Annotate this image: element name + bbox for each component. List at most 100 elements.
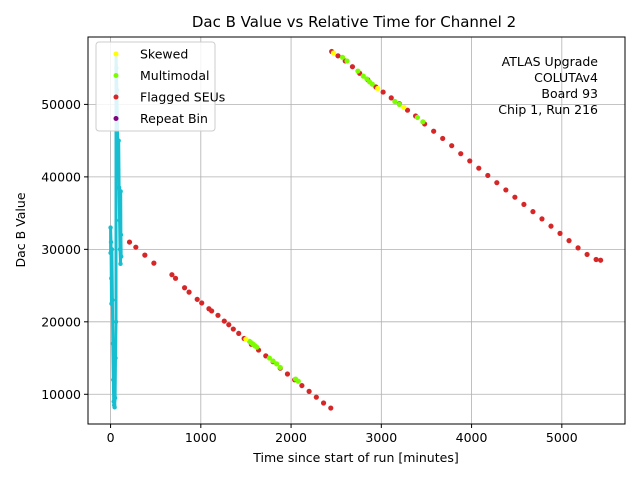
data-point bbox=[112, 405, 117, 410]
data-point bbox=[109, 276, 114, 281]
flagged-point bbox=[396, 101, 402, 107]
plot-frame bbox=[87, 36, 626, 425]
flagged-point bbox=[169, 272, 175, 278]
annotation-line: ATLAS Upgrade bbox=[502, 54, 599, 69]
flagged-point bbox=[142, 252, 148, 258]
flagged-point bbox=[335, 53, 341, 59]
annotation-line: Board 93 bbox=[541, 86, 598, 101]
flagged-point bbox=[133, 244, 139, 250]
x-axis: 0 1000 2000 3000 4000 5000 bbox=[107, 424, 578, 445]
data-point bbox=[112, 395, 118, 401]
flagged-point bbox=[467, 158, 473, 164]
flagged-point bbox=[344, 58, 350, 64]
x-tick-label: 1000 bbox=[185, 430, 217, 445]
flagged-point bbox=[375, 85, 381, 92]
flagged-point bbox=[404, 107, 411, 113]
data-point bbox=[111, 399, 116, 404]
flagged-point bbox=[420, 119, 426, 125]
legend: Skewed Multimodal Flagged SEUs Repeat Bin bbox=[95, 41, 225, 132]
flagged-point bbox=[414, 114, 421, 121]
flagged-point bbox=[360, 73, 366, 79]
data-point bbox=[116, 138, 121, 143]
data-point bbox=[113, 319, 119, 325]
flagged-point bbox=[593, 256, 599, 263]
flagged-point bbox=[299, 382, 305, 389]
legend-marker bbox=[113, 94, 119, 100]
legend-marker bbox=[113, 73, 119, 78]
legend-label: Multimodal bbox=[140, 68, 209, 83]
data-point bbox=[111, 377, 116, 382]
flagged-point bbox=[209, 308, 215, 314]
data-point bbox=[117, 247, 123, 252]
y-tick-label: 40000 bbox=[41, 169, 81, 184]
flagged-point bbox=[313, 394, 319, 400]
legend-label: Flagged SEUs bbox=[140, 90, 225, 105]
flagged-point bbox=[230, 326, 236, 332]
flagged-point bbox=[440, 135, 446, 142]
flagged-point bbox=[254, 344, 260, 350]
flagged-point bbox=[388, 95, 394, 101]
flagged-point bbox=[199, 300, 205, 306]
flagged-point bbox=[221, 318, 227, 324]
flagged-point bbox=[476, 165, 482, 171]
data-points bbox=[108, 48, 604, 411]
x-tick-label: 4000 bbox=[456, 430, 488, 445]
flagged-point bbox=[485, 172, 491, 179]
y-axis-title: Dac B Value bbox=[13, 192, 28, 267]
flagged-point bbox=[494, 180, 500, 186]
flagged-point bbox=[548, 223, 554, 229]
flagged-point bbox=[355, 68, 361, 74]
flagged-point bbox=[503, 187, 509, 193]
flagged-point bbox=[539, 216, 545, 222]
data-point bbox=[108, 250, 113, 256]
flagged-point bbox=[266, 355, 273, 361]
legend-label: Skewed bbox=[140, 47, 188, 62]
x-tick-label: 0 bbox=[107, 430, 115, 445]
data-point bbox=[109, 301, 114, 306]
grid bbox=[88, 37, 625, 424]
flagged-point bbox=[295, 378, 301, 384]
y-tick-label: 10000 bbox=[41, 387, 81, 402]
x-axis-title: Time since start of run [minutes] bbox=[252, 450, 458, 465]
flagged-point bbox=[277, 364, 283, 371]
y-axis: 10000 20000 30000 40000 50000 bbox=[41, 97, 88, 402]
data-point bbox=[113, 355, 118, 361]
flagged-point bbox=[530, 209, 536, 215]
flagged-point bbox=[274, 361, 280, 367]
flagged-point bbox=[369, 81, 375, 87]
flagged-point bbox=[431, 128, 437, 134]
legend-box bbox=[95, 41, 216, 132]
data-point bbox=[118, 189, 123, 194]
flagged-point bbox=[401, 104, 407, 110]
flagged-point bbox=[598, 257, 604, 263]
flagged-point bbox=[339, 54, 346, 60]
chart-title: Dac B Value vs Relative Time for Channel… bbox=[192, 13, 516, 31]
data-point bbox=[119, 254, 124, 259]
flagged-point bbox=[449, 143, 455, 149]
data-point bbox=[110, 341, 116, 346]
flagged-point bbox=[151, 260, 157, 266]
legend-marker bbox=[113, 51, 119, 57]
data-point bbox=[116, 185, 122, 190]
flagged-point bbox=[181, 285, 188, 291]
flagged-point bbox=[270, 358, 276, 364]
flagged-point bbox=[392, 98, 398, 105]
flagged-point bbox=[172, 275, 179, 281]
flagged-point bbox=[126, 239, 133, 245]
flagged-point bbox=[584, 251, 590, 258]
flagged-point bbox=[512, 194, 518, 200]
flagged-point bbox=[458, 151, 464, 157]
y-tick-label: 50000 bbox=[41, 97, 81, 112]
flagged-point bbox=[236, 330, 242, 337]
flagged-point bbox=[566, 238, 572, 244]
data-point bbox=[118, 261, 123, 267]
y-tick-label: 20000 bbox=[41, 314, 81, 329]
x-tick-label: 3000 bbox=[365, 430, 397, 445]
flagged-point bbox=[521, 201, 527, 208]
flagged-point bbox=[349, 64, 356, 70]
data-point bbox=[118, 232, 124, 238]
flagged-point bbox=[557, 230, 563, 236]
data-point bbox=[109, 247, 115, 252]
y-tick-label: 30000 bbox=[41, 242, 81, 257]
